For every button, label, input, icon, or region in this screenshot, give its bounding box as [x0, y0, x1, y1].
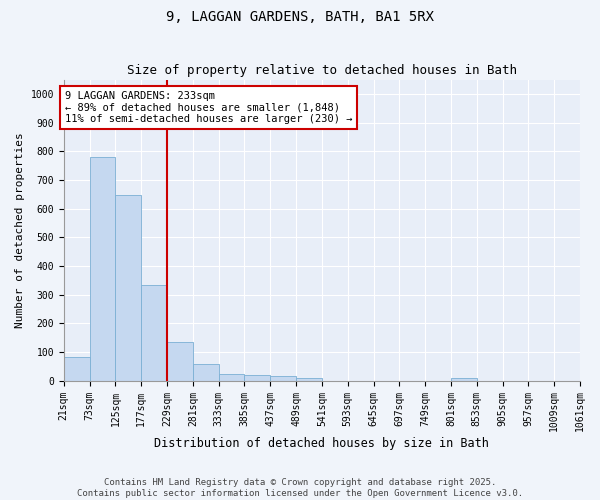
Bar: [64, 357, 89, 380]
Bar: [89, 157, 115, 380]
Y-axis label: Number of detached properties: Number of detached properties: [15, 132, 25, 328]
X-axis label: Distribution of detached houses by size in Bath: Distribution of detached houses by size …: [154, 437, 490, 450]
Text: 9 LAGGAN GARDENS: 233sqm
← 89% of detached houses are smaller (1,848)
11% of sem: 9 LAGGAN GARDENS: 233sqm ← 89% of detach…: [65, 91, 352, 124]
Bar: [296, 378, 322, 380]
Bar: [218, 374, 244, 380]
Bar: [193, 364, 218, 380]
Bar: [167, 342, 193, 380]
Bar: [115, 195, 141, 380]
Text: 9, LAGGAN GARDENS, BATH, BA1 5RX: 9, LAGGAN GARDENS, BATH, BA1 5RX: [166, 10, 434, 24]
Bar: [244, 375, 270, 380]
Text: Contains HM Land Registry data © Crown copyright and database right 2025.
Contai: Contains HM Land Registry data © Crown c…: [77, 478, 523, 498]
Bar: [141, 284, 167, 380]
Title: Size of property relative to detached houses in Bath: Size of property relative to detached ho…: [127, 64, 517, 77]
Bar: [451, 378, 477, 380]
Bar: [270, 376, 296, 380]
